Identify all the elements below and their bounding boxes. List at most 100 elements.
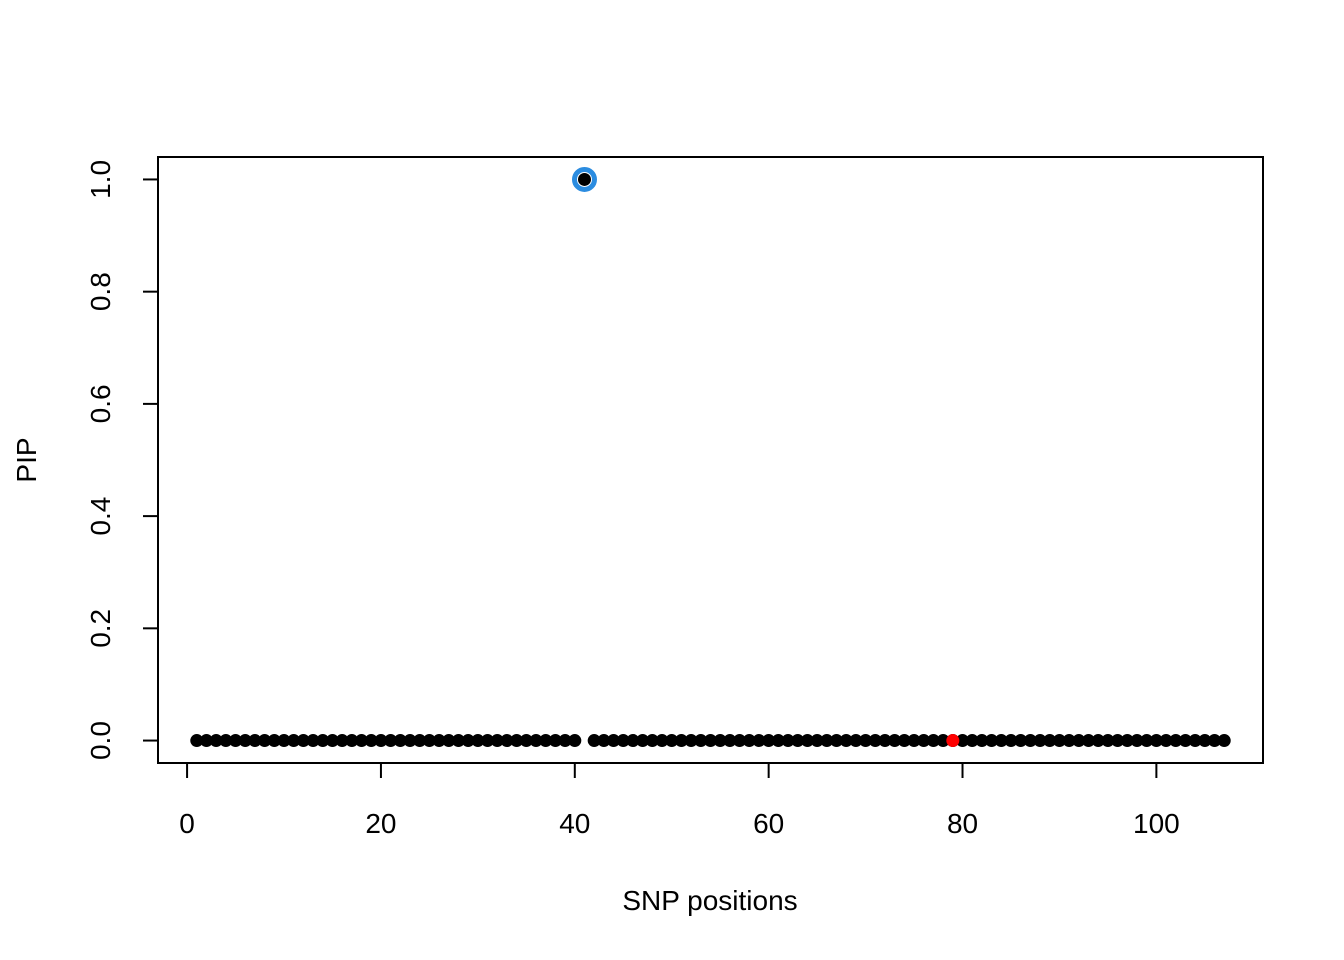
data-point <box>190 734 204 748</box>
data-point <box>626 734 640 748</box>
highlight-point-red <box>946 734 960 748</box>
data-point <box>820 734 834 748</box>
data-point <box>529 734 543 748</box>
data-point <box>277 734 291 748</box>
data-point <box>897 734 911 748</box>
data-point <box>733 734 747 748</box>
y-tick-label: 1.0 <box>85 160 116 199</box>
data-point <box>1178 734 1192 748</box>
data-point <box>229 734 243 748</box>
data-point <box>762 734 776 748</box>
data-point <box>674 734 688 748</box>
data-point <box>723 734 737 748</box>
data-point <box>219 734 233 748</box>
data-point <box>781 734 795 748</box>
data-point <box>839 734 853 748</box>
data-point <box>694 734 708 748</box>
data-point <box>1111 734 1125 748</box>
data-point <box>442 734 456 748</box>
data-point <box>1062 734 1076 748</box>
data-point <box>199 734 213 748</box>
data-point <box>325 734 339 748</box>
data-point <box>422 734 436 748</box>
data-point <box>1004 734 1018 748</box>
y-axis: 0.0 0.2 0.4 0.6 0.8 1.0 <box>85 160 159 760</box>
data-point <box>1169 734 1183 748</box>
data-point <box>888 734 902 748</box>
data-point <box>1091 734 1105 748</box>
data-point <box>1120 734 1134 748</box>
x-tick-label: 100 <box>1133 808 1180 839</box>
data-point <box>936 734 950 748</box>
data-point <box>306 734 320 748</box>
data-point <box>355 734 369 748</box>
data-point <box>665 734 679 748</box>
data-point <box>209 734 223 748</box>
data-point <box>655 734 669 748</box>
data-point <box>926 734 940 748</box>
data-point <box>636 734 650 748</box>
data-point <box>335 734 349 748</box>
data-point <box>413 734 427 748</box>
data-point <box>258 734 272 748</box>
data-point <box>364 734 378 748</box>
data-point <box>548 734 562 748</box>
data-point <box>1149 734 1163 748</box>
data-point <box>684 734 698 748</box>
data-point <box>810 734 824 748</box>
data-point <box>248 734 262 748</box>
y-tick-label: 0.8 <box>85 272 116 311</box>
data-point <box>1023 734 1037 748</box>
plot-frame <box>157 156 1264 764</box>
data-point <box>868 734 882 748</box>
data-point <box>384 734 398 748</box>
data-point <box>985 734 999 748</box>
data-point <box>1014 734 1028 748</box>
y-tick-label: 0.0 <box>85 721 116 760</box>
data-point <box>1052 734 1066 748</box>
data-point <box>1082 734 1096 748</box>
data-point <box>287 734 301 748</box>
data-point <box>267 734 281 748</box>
data-point <box>917 734 931 748</box>
data-point <box>577 172 591 186</box>
data-point <box>1130 734 1144 748</box>
x-tick-label: 0 <box>179 808 195 839</box>
data-point <box>374 734 388 748</box>
data-point <box>771 734 785 748</box>
x-tick-label: 80 <box>947 808 978 839</box>
data-point <box>403 734 417 748</box>
data-point <box>1101 734 1115 748</box>
data-point <box>965 734 979 748</box>
data-point <box>587 734 601 748</box>
data-point <box>994 734 1008 748</box>
x-tick-label: 40 <box>559 808 590 839</box>
data-point <box>859 734 873 748</box>
data-point <box>461 734 475 748</box>
x-tick-label: 20 <box>365 808 396 839</box>
data-point <box>645 734 659 748</box>
data-point <box>519 734 533 748</box>
y-tick-label: 0.6 <box>85 384 116 423</box>
data-point <box>607 734 621 748</box>
data-point <box>742 734 756 748</box>
y-tick-label: 0.2 <box>85 609 116 648</box>
data-point <box>500 734 514 748</box>
data-point <box>393 734 407 748</box>
data-point <box>432 734 446 748</box>
data-point <box>907 734 921 748</box>
data-point <box>975 734 989 748</box>
data-point <box>490 734 504 748</box>
data-point <box>1198 734 1212 748</box>
data-point <box>1140 734 1154 748</box>
data-point <box>1188 734 1202 748</box>
data-point <box>752 734 766 748</box>
data-point <box>558 734 572 748</box>
data-point <box>1217 734 1231 748</box>
data-point <box>316 734 330 748</box>
data-point <box>849 734 863 748</box>
data-point <box>471 734 485 748</box>
y-tick-label: 0.4 <box>85 497 116 536</box>
data-point <box>1072 734 1086 748</box>
x-tick-label: 60 <box>753 808 784 839</box>
